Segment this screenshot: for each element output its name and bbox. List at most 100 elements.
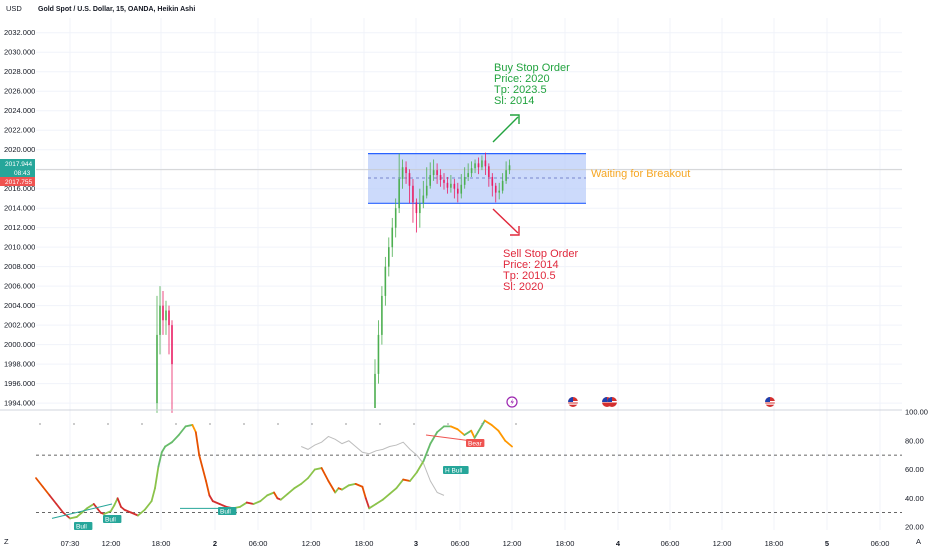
symbol-title[interactable]: Gold Spot / U.S. Dollar, 15, OANDA, Heik… (38, 6, 195, 13)
candles-group (156, 152, 511, 413)
oscillator-segment (470, 429, 476, 439)
oscillator-tick-label: 60.00 (905, 465, 924, 474)
price-tick-label: 2008.000 (4, 262, 35, 271)
candle (457, 188, 459, 194)
time-tick-label: 18:00 (765, 539, 784, 548)
oscillator-segment (86, 503, 95, 510)
candle (419, 203, 421, 214)
candle (463, 177, 466, 185)
candle (394, 208, 397, 228)
candle (388, 247, 390, 267)
us-flag-event-icon[interactable] (765, 397, 775, 407)
oscillator-segment (109, 504, 116, 513)
oscillator-segment (239, 501, 248, 508)
oscillator-segment (320, 467, 330, 482)
time-axis[interactable]: 07:30 12:00 18:00 2 06:00 12:00 18:00 3 06:00 12:… (61, 539, 890, 548)
oscillator-segment (293, 482, 303, 490)
oscillator-segment (130, 511, 139, 517)
buy-arrow-icon (492, 114, 520, 143)
oscillator-segment (55, 503, 65, 514)
time-tick-label: 2 (213, 539, 217, 548)
oscillator-segment (327, 480, 337, 494)
oscillator-segment (116, 497, 122, 508)
oscillator-segment (208, 494, 214, 503)
candle (494, 185, 497, 193)
price-tick-label: 2032.000 (4, 28, 35, 37)
sell-order-tp: Tp: 2010.5 (503, 270, 556, 282)
candle (460, 184, 463, 194)
candle (405, 167, 407, 174)
buy-order-sl: Sl: 2014 (494, 95, 534, 107)
price-tick-label: 2004.000 (4, 301, 35, 310)
bar-countdown: 08:43 (14, 170, 31, 177)
candle (508, 165, 511, 171)
oscillator-segment (211, 500, 221, 505)
price-tick-label: 2016.000 (4, 184, 35, 193)
signal-label-box (74, 522, 93, 530)
time-tick-label: 06:00 (871, 539, 890, 548)
oscillator-axis[interactable]: 100.00 80.00 60.00 40.00 20.00 (905, 408, 928, 532)
time-tick-label: 3 (414, 539, 418, 548)
price-axis[interactable]: 2032.000 2030.000 2028.000 2026.000 2024.000… (4, 28, 35, 407)
breakout-range-box[interactable] (368, 153, 586, 204)
oscillator-segment (143, 500, 153, 511)
candle (381, 295, 383, 335)
candle (450, 183, 452, 188)
oscillator-segment (69, 516, 78, 520)
candle (470, 168, 473, 174)
low-price-tag (0, 177, 35, 186)
flash-event-icon[interactable] (506, 396, 518, 408)
candle (374, 373, 376, 408)
candle (467, 173, 469, 177)
oscillator-segment (157, 451, 163, 468)
time-tick-label: 06:00 (451, 539, 470, 548)
oscillator-segment (137, 508, 146, 517)
us-flag-event-icon[interactable] (568, 397, 578, 407)
oscillator-segment (429, 431, 439, 445)
oscillator-segment (354, 482, 364, 488)
candle (439, 175, 442, 180)
oscillator-segment (415, 459, 425, 474)
time-tick-label: 5 (825, 539, 829, 548)
oscillator-segment (347, 482, 357, 487)
candle (446, 182, 449, 188)
us-flag-event-icon[interactable] (607, 397, 617, 407)
price-tick-label: 2002.000 (4, 321, 35, 330)
price-tick-label: 2022.000 (4, 126, 35, 135)
oscillator-segment (164, 441, 173, 448)
candle (384, 266, 387, 296)
time-tick-label: 06:00 (661, 539, 680, 548)
candle (443, 179, 445, 183)
oscillator-segment (449, 425, 459, 431)
signal-label: Bull (105, 516, 116, 523)
candle (501, 180, 504, 191)
auto-scale-icon[interactable]: A (916, 537, 921, 546)
oscillator-segment (252, 500, 262, 505)
candle (453, 183, 456, 189)
candle (377, 334, 380, 374)
oscillator-segment (307, 468, 316, 480)
zoom-icon[interactable]: Z (4, 537, 9, 546)
oscillator-segment (205, 480, 211, 497)
oscillator-segment (266, 491, 275, 497)
oscillator-segment (473, 431, 479, 439)
oscillator-segment (490, 424, 500, 432)
oscillator-segment (381, 493, 391, 501)
time-tick-label: 12:00 (503, 539, 522, 548)
signal-label: Bear (468, 440, 483, 447)
last-price-tag (0, 159, 35, 179)
oscillator-segment (456, 428, 466, 436)
price-tick-label: 2012.000 (4, 223, 35, 232)
candle (412, 185, 414, 203)
oscillator-segment (103, 510, 112, 515)
candle (398, 178, 400, 209)
currency-label: USD (6, 4, 22, 13)
oscillator-tick-label: 40.00 (905, 494, 924, 503)
oscillator-segment (245, 501, 255, 505)
oscillator-tick-label: 20.00 (905, 523, 924, 532)
candle (505, 170, 507, 181)
oscillator-segment (364, 497, 371, 510)
time-tick-label: 12:00 (102, 539, 121, 548)
oscillator-tick-label: 80.00 (905, 436, 924, 445)
